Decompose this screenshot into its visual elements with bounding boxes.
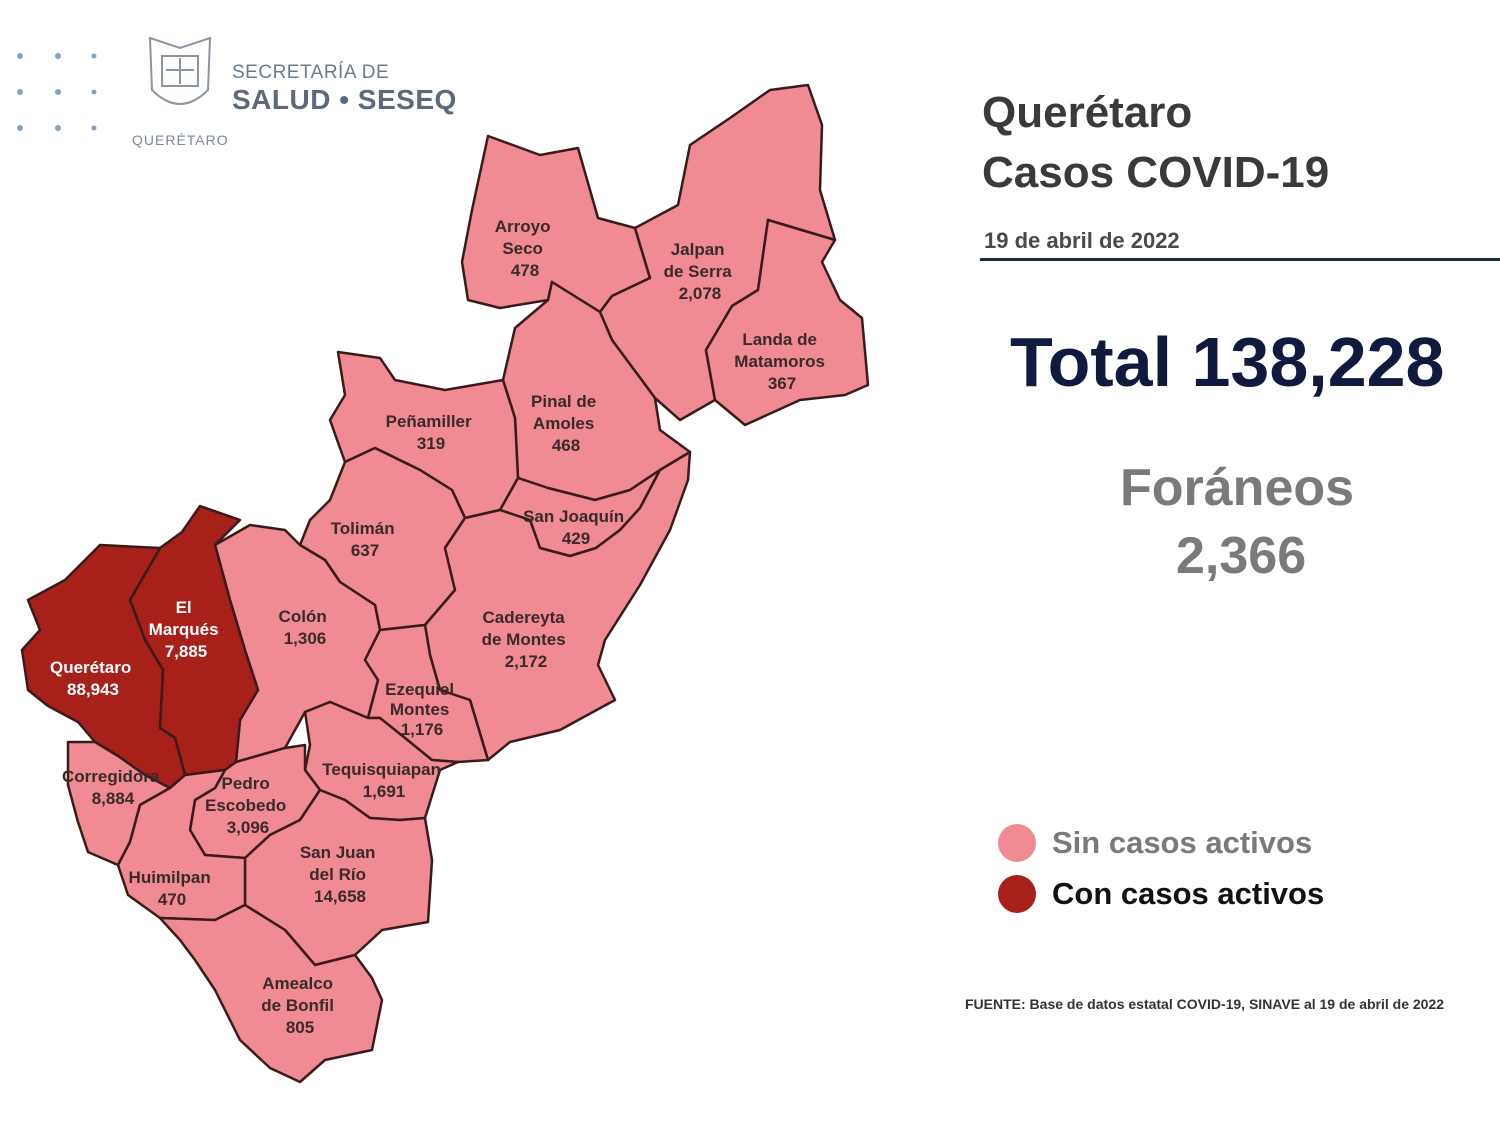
legend-item-inactive: Sin casos activos [998, 824, 1312, 862]
logo-line2: SALUD • SESEQ [232, 84, 457, 115]
label-landa-name2: Matamoros [734, 352, 825, 371]
label-cadereyta: Cadereyta de Montes 2,172 [482, 608, 571, 671]
label-san-juan-del-rio-name1: San Juan [300, 843, 376, 862]
legend-label-active: Con casos activos [1052, 876, 1325, 911]
label-san-joaquin-name1: San Joaquín [523, 507, 624, 526]
label-corregidora-cases: 8,884 [92, 789, 135, 808]
label-amealco: Amealco de Bonfil 805 [261, 974, 338, 1037]
label-arroyo-seco-name2: Seco [502, 239, 543, 258]
label-pedro-escobedo-cases: 3,096 [227, 818, 270, 837]
title-line1: Querétaro [982, 88, 1193, 137]
label-penamiller-cases: 319 [417, 434, 445, 453]
label-tequisquiapan-name1: Tequisquiapan [322, 760, 441, 779]
queretaro-map: Arroyo Seco 478 Jalpan de Serra 2,078 La… [20, 83, 870, 1084]
label-cadereyta-name1: Cadereyta [483, 608, 566, 627]
region-landa[interactable] [704, 218, 870, 427]
label-pinal-name2: Amoles [533, 414, 594, 433]
label-huimilpan-name1: Huimilpan [129, 868, 211, 887]
label-landa: Landa de Matamoros 367 [734, 330, 829, 393]
label-pedro-escobedo: Pedro Escobedo 3,096 [205, 774, 291, 837]
label-queretaro-cases: 88,943 [67, 680, 119, 699]
label-landa-name1: Landa de [742, 330, 817, 349]
legend-swatch-inactive [998, 824, 1036, 862]
label-tequisquiapan-cases: 1,691 [363, 782, 406, 801]
logo-sub: QUERÉTARO [132, 132, 229, 148]
label-queretaro-name1: Querétaro [50, 658, 131, 677]
region-san-juan-del-rio[interactable] [243, 788, 434, 967]
label-amealco-name1: Amealco [262, 974, 333, 993]
label-huimilpan-cases: 470 [158, 890, 186, 909]
label-queretaro: Querétaro 88,943 [50, 658, 136, 699]
seseq-logo [17, 36, 212, 131]
label-el-marques: El Marqués 7,885 [149, 598, 224, 661]
label-colon: Colón 1,306 [279, 607, 332, 648]
legend-swatch-active [998, 875, 1036, 913]
label-san-joaquin-cases: 429 [562, 529, 590, 548]
label-cadereyta-name2: de Montes [482, 630, 566, 649]
label-toliman: Tolimán 637 [331, 519, 400, 560]
label-corregidora-name1: Corregidora [62, 767, 160, 786]
region-amealco[interactable] [158, 903, 384, 1084]
label-jalpan-name2: de Serra [664, 262, 733, 281]
label-pinal-name1: Pinal de [531, 392, 596, 411]
label-el-marques-cases: 7,885 [165, 642, 208, 661]
legend-item-active: Con casos activos [998, 875, 1324, 913]
label-jalpan: Jalpan de Serra 2,078 [664, 240, 737, 303]
title-divider [980, 258, 1500, 261]
region-huimilpan[interactable] [116, 768, 247, 922]
label-landa-cases: 367 [768, 374, 796, 393]
foraneos-value: 2,366 [1176, 527, 1307, 585]
label-san-joaquin: San Joaquín 429 [523, 507, 629, 548]
label-el-marques-name2: Marqués [149, 620, 219, 639]
label-penamiller: Peñamiller 319 [386, 412, 477, 453]
label-ezequiel-montes-name1: Ezequiel [385, 680, 454, 699]
title-line2: Casos COVID-19 [982, 148, 1330, 197]
label-ezequiel-montes-cases: 1,176 [401, 720, 444, 739]
label-pinal-cases: 468 [552, 436, 580, 455]
label-penamiller-name1: Peñamiller [386, 412, 472, 431]
total-cases: Total 138,228 [1010, 323, 1445, 401]
label-ezequiel-montes-name2: Montes [390, 700, 450, 719]
label-cadereyta-cases: 2,172 [505, 652, 548, 671]
label-arroyo-seco: Arroyo Seco 478 [495, 217, 555, 280]
label-huimilpan: Huimilpan 470 [129, 868, 216, 909]
label-san-juan-del-rio-name2: del Río [309, 865, 366, 884]
legend-label-inactive: Sin casos activos [1052, 825, 1313, 860]
label-amealco-cases: 805 [286, 1018, 314, 1037]
label-ezequiel-montes: Ezequiel Montes 1,176 [385, 680, 459, 739]
label-pinal: Pinal de Amoles 468 [531, 392, 601, 455]
label-pedro-escobedo-name2: Escobedo [205, 796, 286, 815]
label-arroyo-seco-cases: 478 [511, 261, 539, 280]
source-note: FUENTE: Base de datos estatal COVID-19, … [965, 996, 1445, 1012]
label-colon-cases: 1,306 [284, 629, 327, 648]
label-arroyo-seco-name1: Arroyo [495, 217, 551, 236]
report-date: 19 de abril de 2022 [984, 228, 1180, 253]
label-san-juan-del-rio-cases: 14,658 [314, 887, 366, 906]
label-colon-name1: Colón [279, 607, 327, 626]
label-pedro-escobedo-name1: Pedro [222, 774, 270, 793]
label-san-juan-del-rio: San Juan del Río 14,658 [300, 843, 380, 906]
label-tequisquiapan: Tequisquiapan 1,691 [322, 760, 445, 801]
label-corregidora: Corregidora 8,884 [62, 767, 164, 808]
label-toliman-name1: Tolimán [331, 519, 395, 538]
label-jalpan-name1: Jalpan [671, 240, 725, 259]
label-toliman-cases: 637 [351, 541, 379, 560]
foraneos-label: Foráneos [1120, 459, 1355, 517]
label-el-marques-name1: El [176, 598, 192, 617]
logo-line1: SECRETARÍA DE [232, 62, 390, 83]
label-amealco-name2: de Bonfil [261, 996, 334, 1015]
label-jalpan-cases: 2,078 [679, 284, 722, 303]
